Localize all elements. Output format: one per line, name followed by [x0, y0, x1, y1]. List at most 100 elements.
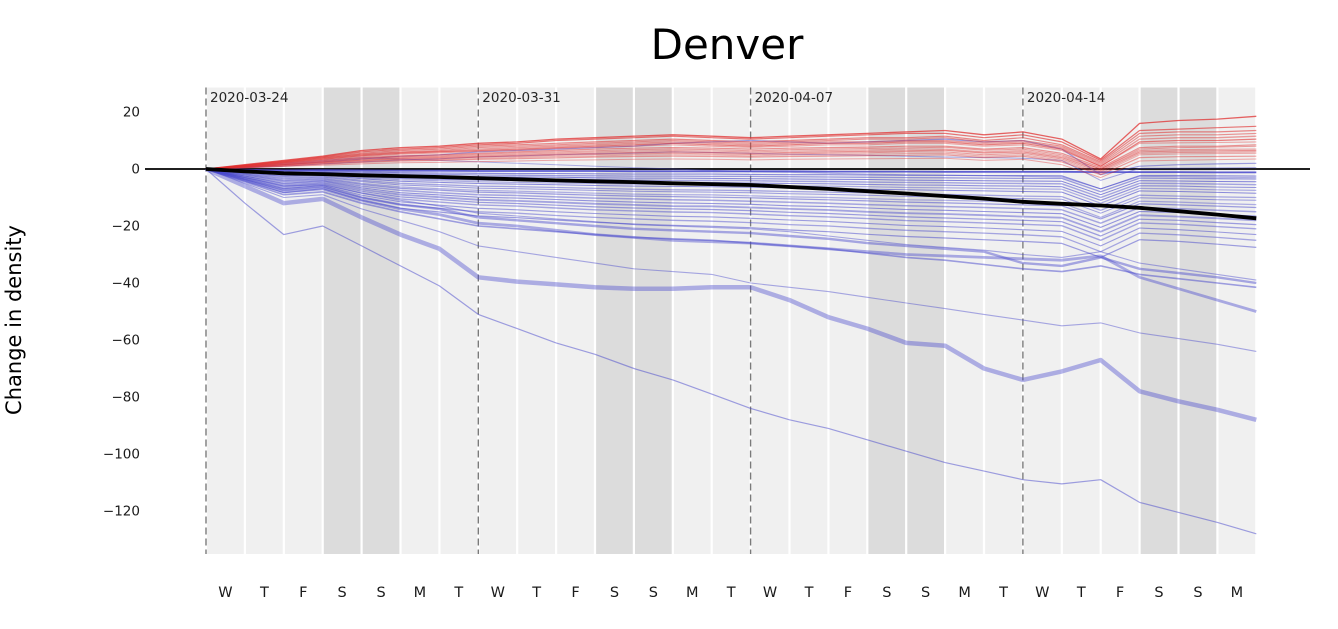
x-tick-label: T: [453, 585, 463, 601]
x-tick-label: T: [259, 585, 269, 601]
series-line-red: [205, 129, 1257, 170]
series-line-blue: [205, 168, 1257, 207]
weekend-band: [907, 87, 944, 554]
day-band: [518, 87, 555, 554]
series-line-red: [205, 157, 1257, 179]
x-tick-label: M: [1231, 585, 1244, 601]
weekend-band: [868, 87, 906, 554]
series-line-blue: [205, 168, 1257, 174]
x-tick-label: S: [376, 585, 385, 601]
day-band: [401, 87, 439, 554]
series-line-red: [205, 141, 1257, 170]
x-tick-label: F: [571, 585, 579, 601]
x-tick-label: S: [649, 585, 658, 601]
day-band: [1218, 87, 1256, 554]
series-line-blue: [205, 157, 1257, 190]
series-line-red: [205, 151, 1257, 173]
day-band: [712, 87, 750, 554]
x-tick-label: F: [299, 585, 307, 601]
series-line-blue: [205, 168, 1257, 289]
day-band: [751, 87, 789, 554]
series-line-red: [205, 149, 1257, 171]
series-line-blue: [205, 168, 1257, 220]
series-line-blue: [205, 167, 1257, 285]
weekend-band: [323, 87, 361, 554]
x-tick-label: M: [958, 585, 971, 601]
x-tick-label: T: [1076, 585, 1086, 601]
weekend-band: [362, 87, 400, 554]
x-tick-label: T: [531, 585, 541, 601]
day-band: [284, 87, 322, 554]
x-tick-label: S: [921, 585, 930, 601]
x-tick-label: S: [882, 585, 891, 601]
weekend-band: [1179, 87, 1217, 554]
series-line-blue: [205, 168, 1257, 190]
x-tick-label: S: [1154, 585, 1163, 601]
series-line-blue: [205, 168, 1257, 228]
series-line-blue: [205, 168, 1257, 218]
weekend-band: [596, 87, 633, 554]
series-line-blue: [205, 168, 1257, 233]
series-line-red: [205, 115, 1257, 170]
x-tick-label: S: [610, 585, 619, 601]
series-line-red: [205, 144, 1257, 170]
y-tick-label: −100: [103, 447, 140, 463]
series-line-blue: [205, 168, 1257, 237]
x-tick-label: T: [804, 585, 814, 601]
day-band: [479, 87, 517, 554]
day-band: [440, 87, 478, 554]
y-tick-label: −120: [103, 504, 140, 520]
x-tick-label: M: [686, 585, 699, 601]
y-tick-label: −20: [112, 219, 141, 235]
series-line-blue: [205, 168, 1257, 535]
day-band: [557, 87, 594, 554]
day-band: [790, 87, 828, 554]
date-label: 2020-04-07: [755, 90, 833, 106]
y-tick-label: 0: [131, 162, 140, 178]
series-line-red: [205, 132, 1257, 170]
x-tick-label: F: [1116, 585, 1124, 601]
series-line-blue: [205, 168, 1257, 193]
series-line-blue: [205, 168, 1257, 242]
series-line-blue: [205, 168, 1257, 247]
x-tick-label: W: [218, 585, 232, 601]
day-band: [829, 87, 867, 554]
day-band: [985, 87, 1022, 554]
day-band: [246, 87, 283, 554]
x-tick-label: S: [337, 585, 346, 601]
series-line-red: [205, 125, 1257, 170]
day-band: [946, 87, 983, 554]
y-tick-label: 20: [123, 105, 140, 121]
x-tick-label: T: [726, 585, 736, 601]
date-label: 2020-03-31: [482, 90, 560, 106]
series-line-red: [205, 145, 1257, 170]
x-tick-label: W: [763, 585, 777, 601]
series-line-blue: [205, 168, 1257, 258]
series-line-red: [205, 154, 1257, 176]
x-tick-label: T: [998, 585, 1008, 601]
series-line-blue: [205, 168, 1257, 253]
series-line-blue: [205, 168, 1257, 281]
series-line-red: [205, 148, 1257, 170]
series-line-red: [205, 138, 1257, 170]
day-band: [1101, 87, 1139, 554]
date-label: 2020-03-24: [210, 90, 288, 106]
x-tick-label: S: [1193, 585, 1202, 601]
x-tick-label: W: [1035, 585, 1049, 601]
series-line-red: [205, 152, 1257, 174]
y-tick-label: −60: [112, 333, 141, 349]
weekend-band: [635, 87, 672, 554]
date-label: 2020-04-14: [1027, 90, 1105, 106]
series-line-blue: [205, 166, 1257, 422]
day-band: [673, 87, 711, 554]
x-tick-label: M: [414, 585, 427, 601]
x-tick-label: W: [491, 585, 505, 601]
series-line-blue: [205, 168, 1257, 352]
series-line-red: [205, 135, 1257, 170]
day-band: [1024, 87, 1061, 554]
chart-title: Denver: [650, 20, 804, 69]
x-tick-label: F: [844, 585, 852, 601]
mean-line: [205, 167, 1257, 221]
